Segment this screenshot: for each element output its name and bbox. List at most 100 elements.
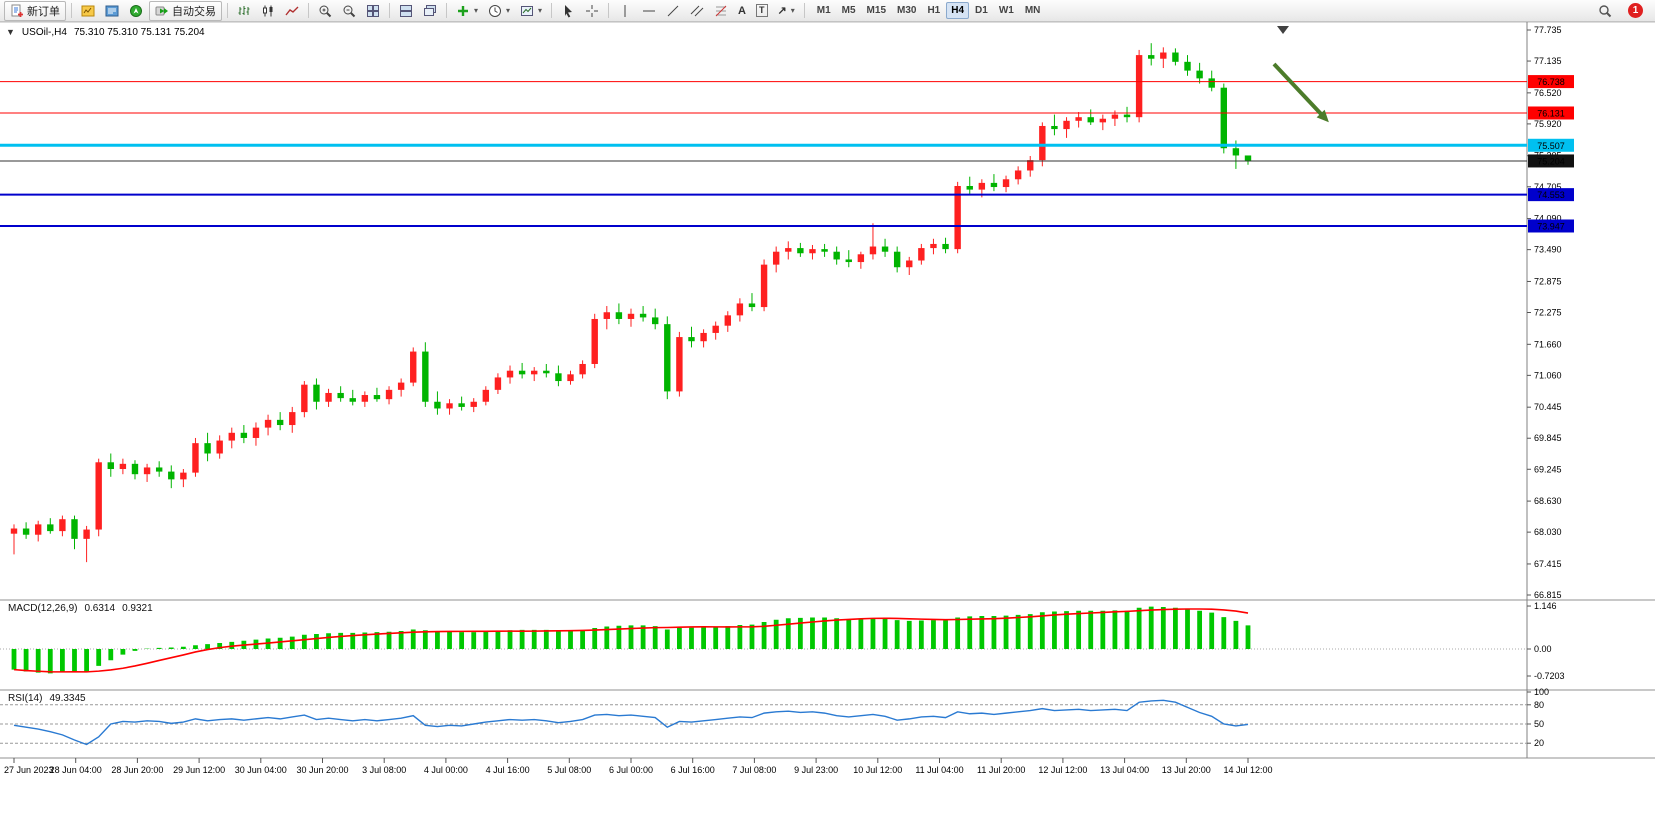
macd-bar bbox=[132, 649, 138, 651]
macd-bar bbox=[918, 620, 924, 649]
timeframe-button-m30[interactable]: M30 bbox=[897, 5, 917, 16]
navigator-button[interactable] bbox=[125, 1, 147, 21]
annotation-arrow[interactable] bbox=[1272, 62, 1329, 123]
candle bbox=[155, 467, 163, 472]
toolbar-separator bbox=[71, 3, 72, 18]
price-axis-label: 66.815 bbox=[1534, 590, 1562, 600]
candle bbox=[966, 185, 973, 190]
candle bbox=[736, 303, 744, 316]
timeframe-button-m1[interactable]: M1 bbox=[816, 5, 831, 16]
price-level-badge-text: 75.507 bbox=[1537, 141, 1565, 151]
candle bbox=[143, 467, 151, 475]
timeframe-button-d1[interactable]: D1 bbox=[975, 5, 988, 16]
cascade-windows-button[interactable] bbox=[419, 1, 441, 21]
add-indicator-button[interactable] bbox=[452, 1, 482, 21]
timeframe-button-m5[interactable]: M5 bbox=[841, 5, 856, 16]
tile-windows-button[interactable] bbox=[362, 1, 384, 21]
cursor-tool-button[interactable] bbox=[557, 1, 579, 21]
time-axis-label: 30 Jun 04:00 bbox=[235, 765, 287, 775]
line-chart-icon bbox=[285, 6, 299, 15]
arrange-windows-button[interactable] bbox=[395, 1, 417, 21]
market-watch-button[interactable] bbox=[77, 1, 99, 21]
candle bbox=[192, 443, 199, 473]
macd-bar bbox=[640, 625, 646, 649]
candle bbox=[591, 318, 598, 364]
chart-canvas[interactable]: 77.73577.13576.52075.92075.30574.70574.0… bbox=[0, 22, 1655, 780]
candle bbox=[349, 398, 356, 402]
macd-bar bbox=[23, 649, 29, 672]
macd-bar bbox=[1052, 611, 1057, 649]
candle bbox=[337, 392, 344, 399]
text-label-tool-button[interactable]: T bbox=[752, 1, 772, 21]
price-levels[interactable]: 76.738 76.131 75.507 75.204 74.553 73.947 bbox=[0, 75, 1574, 233]
price-axis: 77.73577.13576.52075.92075.30574.70574.0… bbox=[1527, 25, 1562, 600]
channel-tool-button[interactable] bbox=[686, 1, 708, 21]
timeframe-button-mn[interactable]: MN bbox=[1024, 5, 1041, 16]
candlesticks bbox=[10, 43, 1252, 563]
trendline-tool-button[interactable] bbox=[662, 1, 684, 21]
candle bbox=[918, 248, 925, 261]
macd-bar bbox=[217, 643, 223, 649]
macd-bar bbox=[785, 618, 791, 649]
macd-bar bbox=[1027, 614, 1033, 649]
macd-bar bbox=[35, 649, 41, 673]
macd-bar bbox=[737, 625, 743, 649]
macd-bar bbox=[180, 646, 186, 649]
notification-badge[interactable]: 1 bbox=[1628, 3, 1643, 18]
timeframe-button-m15[interactable]: M15 bbox=[866, 5, 886, 16]
one-click-trading-arrow[interactable]: ▼ bbox=[6, 27, 15, 37]
crosshair-tool-button[interactable] bbox=[581, 1, 603, 21]
timeframe-button-h1[interactable]: H1 bbox=[927, 5, 941, 16]
bar-chart-button[interactable] bbox=[233, 1, 255, 21]
text-tool-button[interactable]: A bbox=[734, 1, 750, 21]
price-level-badge-text: 76.131 bbox=[1537, 108, 1565, 118]
timeframe-button-w1[interactable]: W1 bbox=[998, 5, 1014, 16]
horizontal-line-tool-button[interactable] bbox=[638, 1, 660, 21]
candle bbox=[216, 440, 223, 454]
new-order-label: 新订单 bbox=[27, 5, 60, 18]
candle bbox=[458, 403, 465, 407]
macd-axis-label: 0.00 bbox=[1534, 644, 1552, 654]
new-order-button[interactable]: 新订单 bbox=[4, 0, 66, 21]
zoom-out-icon bbox=[343, 5, 356, 17]
price-axis-label: 77.735 bbox=[1534, 25, 1562, 35]
macd-bar bbox=[1160, 607, 1166, 649]
timeframe-button-h4[interactable]: H4 bbox=[946, 2, 970, 19]
time-axis-label: 28 Jun 20:00 bbox=[111, 765, 163, 775]
macd-bar bbox=[664, 629, 670, 649]
chart-shift-marker[interactable] bbox=[1277, 26, 1289, 34]
fibonacci-tool-button[interactable] bbox=[710, 1, 732, 21]
macd-bar bbox=[362, 632, 368, 649]
macd-bar bbox=[277, 637, 283, 649]
candle bbox=[760, 264, 768, 308]
zoom-out-button[interactable] bbox=[338, 1, 360, 21]
data-window-button[interactable] bbox=[101, 1, 123, 21]
macd-bar bbox=[652, 626, 658, 649]
macd-bar bbox=[1197, 610, 1203, 649]
time-axis-label: 3 Jul 08:00 bbox=[362, 765, 406, 775]
candle bbox=[95, 462, 102, 530]
shapes-tool-button[interactable]: ↗ bbox=[774, 1, 799, 21]
candle bbox=[627, 313, 635, 319]
chart-template-button[interactable] bbox=[516, 1, 546, 21]
candlestick-chart-button[interactable] bbox=[257, 1, 279, 21]
zoom-in-button[interactable] bbox=[314, 1, 336, 21]
macd-bar bbox=[289, 636, 295, 649]
price-axis-label: 70.445 bbox=[1534, 402, 1562, 412]
candle bbox=[772, 251, 780, 265]
line-chart-button[interactable] bbox=[281, 1, 303, 21]
time-axis-label: 7 Jul 08:00 bbox=[732, 765, 776, 775]
search-button[interactable] bbox=[1594, 1, 1616, 21]
macd-bar bbox=[931, 620, 936, 649]
macd-bar bbox=[676, 628, 682, 649]
auto-trading-button[interactable]: 自动交易 bbox=[149, 0, 222, 21]
vertical-line-tool-button[interactable] bbox=[614, 1, 636, 21]
period-selector-button[interactable] bbox=[484, 1, 514, 21]
time-axis-label: 6 Jul 00:00 bbox=[609, 765, 653, 775]
candle bbox=[724, 315, 731, 326]
candle bbox=[579, 363, 586, 375]
candle bbox=[1208, 78, 1215, 88]
macd-bar bbox=[507, 630, 513, 649]
candle bbox=[470, 401, 477, 407]
